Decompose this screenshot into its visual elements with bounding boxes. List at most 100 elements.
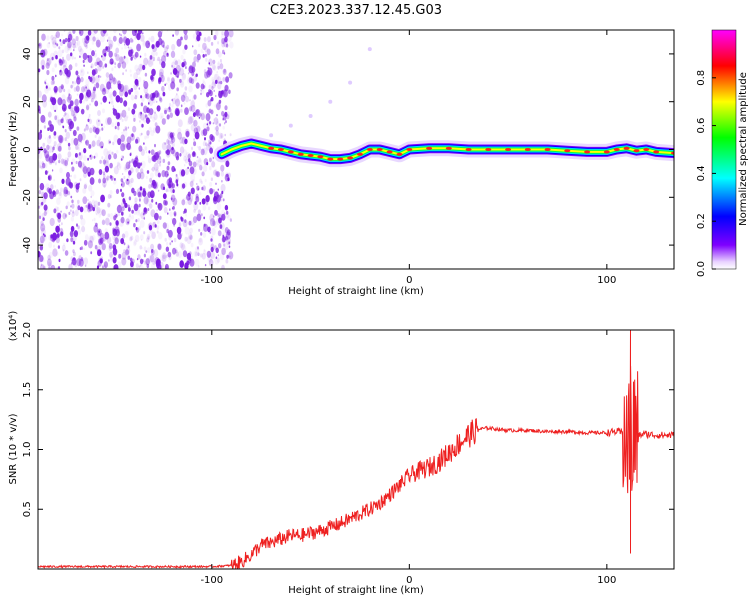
noise-speckle xyxy=(229,255,231,258)
noise-speckle xyxy=(208,62,210,65)
noise-speckle xyxy=(83,40,88,48)
noise-speckle xyxy=(157,243,162,251)
noise-speckle xyxy=(107,213,111,218)
noise-speckle xyxy=(58,46,61,50)
noise-speckle xyxy=(222,68,226,74)
noise-speckle xyxy=(162,186,166,191)
noise-speckle xyxy=(39,264,45,269)
noise-speckle xyxy=(52,150,54,153)
noise-speckle xyxy=(181,183,186,189)
noise-speckle xyxy=(172,34,174,37)
noise-speckle xyxy=(128,160,131,164)
noise-speckle xyxy=(45,183,50,191)
noise-speckle xyxy=(143,207,148,215)
noise-speckle xyxy=(152,127,157,134)
noise-speckle xyxy=(195,251,198,257)
noise-speckle xyxy=(80,214,83,220)
noise-speckle xyxy=(149,203,153,209)
noise-speckle xyxy=(42,162,46,169)
noise-speckle xyxy=(171,61,176,68)
noise-speckle xyxy=(123,56,129,65)
snr-panel: -100 0 100 0.51.01.52.0 Height of straight… xyxy=(8,311,675,596)
noise-speckle xyxy=(62,106,64,109)
noise-speckle xyxy=(67,40,72,49)
noise-speckle xyxy=(99,159,102,164)
noise-speckle xyxy=(54,114,59,122)
noise-speckle xyxy=(56,266,59,269)
noise-speckle xyxy=(193,94,197,100)
noise-speckle xyxy=(212,156,215,160)
noise-speckle xyxy=(174,94,180,103)
noise-speckle xyxy=(41,65,45,70)
noise-speckle xyxy=(128,181,133,188)
noise-speckle xyxy=(217,213,220,217)
noise-speckle xyxy=(60,98,63,102)
noise-speckle xyxy=(203,85,206,89)
noise-speckle xyxy=(66,158,69,162)
noise-speckle xyxy=(76,258,82,267)
noise-speckle xyxy=(64,137,67,142)
noise-speckle xyxy=(134,97,136,100)
noise-speckle xyxy=(188,65,194,74)
noise-speckle xyxy=(48,41,50,45)
noise-speckle xyxy=(94,81,97,85)
noise-speckle xyxy=(82,166,88,175)
noise-speckle xyxy=(222,233,225,237)
noise-speckle xyxy=(199,238,202,243)
noise-speckle xyxy=(150,168,153,171)
noise-speckle xyxy=(142,32,144,35)
noise-speckle xyxy=(198,157,202,163)
noise-speckle xyxy=(64,129,67,133)
noise-speckle xyxy=(61,94,66,101)
noise-speckle xyxy=(106,46,111,53)
noise-speckle xyxy=(182,197,186,202)
noise-speckle xyxy=(207,226,211,233)
noise-speckle xyxy=(215,30,219,36)
noise-speckle xyxy=(100,30,106,37)
noise-speckle xyxy=(54,161,58,166)
noise-speckle xyxy=(43,125,47,129)
noise-speckle xyxy=(94,52,98,58)
noise-speckle xyxy=(193,127,198,134)
noise-speckle xyxy=(170,147,175,155)
noise-speckle xyxy=(208,89,213,97)
noise-speckle xyxy=(95,82,100,89)
noise-speckle xyxy=(141,247,144,250)
noise-speckle xyxy=(91,40,95,45)
noise-speckle xyxy=(87,116,91,121)
noise-speckle xyxy=(112,228,118,237)
noise-speckle xyxy=(195,73,198,77)
noise-speckle xyxy=(46,187,51,193)
noise-speckle xyxy=(121,140,127,148)
noise-speckle xyxy=(62,102,66,107)
noise-speckle xyxy=(38,108,41,113)
noise-speckle xyxy=(106,175,110,181)
noise-speckle xyxy=(144,93,148,99)
noise-speckle xyxy=(220,183,226,192)
noise-speckle xyxy=(143,86,148,94)
noise-speckle xyxy=(217,61,220,65)
noise-speckle xyxy=(157,263,162,269)
noise-speckle xyxy=(174,107,180,116)
noise-speckle xyxy=(171,43,176,51)
noise-speckle xyxy=(130,235,134,241)
noise-speckle xyxy=(216,118,219,123)
noise-speckle xyxy=(66,96,71,103)
noise-speckle xyxy=(184,236,188,242)
trail-point xyxy=(288,123,293,128)
noise-speckle xyxy=(86,167,91,175)
noise-speckle xyxy=(129,236,133,242)
noise-speckle xyxy=(201,171,205,177)
noise-speckle xyxy=(109,213,114,220)
noise-speckle xyxy=(189,257,192,262)
noise-speckle xyxy=(71,38,77,46)
noise-speckle xyxy=(146,247,151,254)
noise-speckle xyxy=(196,182,198,186)
noise-speckle xyxy=(48,241,53,249)
noise-speckle xyxy=(146,263,150,269)
noise-speckle xyxy=(120,143,126,152)
noise-speckle xyxy=(149,229,152,234)
noise-speckle xyxy=(164,222,170,231)
noise-speckle xyxy=(129,152,132,156)
noise-speckle xyxy=(138,198,141,202)
